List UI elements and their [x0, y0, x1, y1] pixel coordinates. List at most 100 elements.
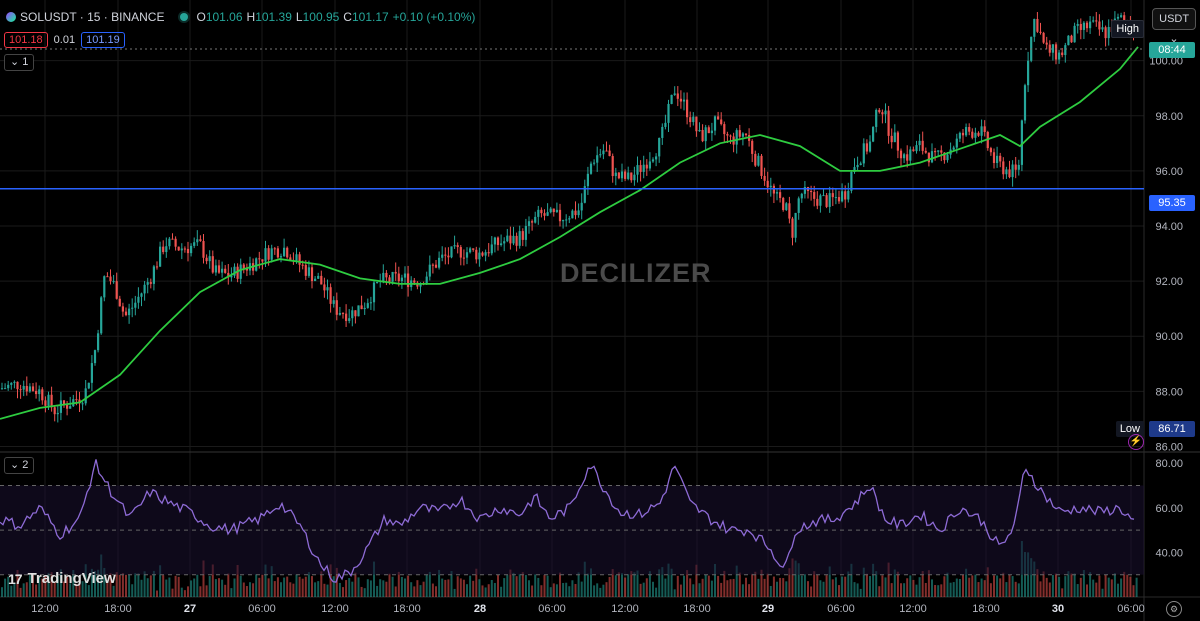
volume-bar: [81, 581, 84, 597]
volume-bar: [1129, 576, 1132, 597]
volume-bar: [627, 573, 630, 597]
candle-body: [952, 147, 955, 150]
volume-bar: [16, 569, 19, 597]
candle-body: [968, 127, 971, 132]
candle-body: [239, 264, 242, 279]
volume-bar: [118, 574, 121, 597]
lightning-icon[interactable]: ⚡: [1128, 434, 1144, 450]
candle-body: [903, 154, 906, 159]
candle-body: [357, 305, 360, 317]
chevron-down-icon: ⌄: [10, 56, 20, 68]
candle-body: [75, 399, 78, 401]
volume-bar: [745, 577, 747, 597]
chevron-down-icon: ⌄: [1169, 33, 1179, 45]
candle-body: [673, 93, 676, 95]
horizontal-line-label[interactable]: 95.35: [1149, 195, 1195, 211]
candle-body: [577, 210, 580, 216]
candle-body: [524, 226, 527, 240]
pane2-collapse-button[interactable]: ⌄ 2: [4, 457, 35, 474]
candle-body: [62, 400, 66, 405]
candle-body: [698, 129, 701, 132]
candle-body: [1027, 60, 1030, 86]
candle-body: [419, 283, 422, 287]
candle-body: [1085, 22, 1089, 29]
volume-bar: [286, 576, 289, 597]
volume-bar: [1117, 583, 1119, 597]
symbol-title[interactable]: SOLUSDT · 15 · BINANCE: [20, 10, 165, 24]
volume-bar: [506, 575, 509, 597]
candle-body: [893, 132, 896, 143]
currency-selector[interactable]: USDT ⌄: [1152, 8, 1196, 45]
candle-body: [59, 400, 62, 413]
time-tick-label: 18:00: [972, 603, 1000, 615]
candle-body: [332, 300, 335, 304]
candle-body: [447, 255, 450, 258]
candle-body: [465, 252, 469, 258]
volume-bar: [946, 572, 949, 597]
candle-body: [202, 241, 205, 258]
candle-body: [434, 264, 438, 268]
candle-body: [376, 282, 379, 284]
volume-bar: [335, 567, 338, 597]
buy-button[interactable]: 101.19: [81, 32, 125, 48]
volume-bar: [357, 577, 360, 597]
volume-bar: [354, 572, 357, 597]
volume-bar: [190, 580, 193, 597]
volume-bar: [1101, 588, 1104, 597]
market-status-icon[interactable]: [180, 13, 189, 21]
candle-body: [1002, 161, 1005, 175]
volume-bar: [676, 575, 679, 597]
volume-bar: [32, 573, 34, 597]
candle-body: [1120, 15, 1123, 17]
tradingview-logo[interactable]: 17 TradingView: [8, 570, 116, 587]
price-scale[interactable]: 100.00 98.00 96.00 94.00 92.00 90.00 88.00 86.0…: [1149, 56, 1183, 560]
volume-bar: [524, 575, 527, 597]
close-key: C: [343, 10, 352, 24]
candle-body: [283, 247, 286, 257]
volume-bar: [363, 588, 366, 597]
candlestick-series: [0, 11, 1138, 423]
volume-bar: [974, 574, 977, 597]
volume-bar: [1092, 579, 1095, 597]
volume-bar: [267, 578, 270, 597]
time-scale[interactable]: 12:00 18:00 27 06:00 12:00 18:00 28 06:00 12:00 1…: [31, 603, 1145, 615]
sell-button[interactable]: 101.18: [4, 32, 48, 48]
candle-body: [441, 254, 444, 258]
volume-bar: [927, 570, 930, 597]
time-tick-label: 29: [762, 603, 774, 615]
pane1-collapse-button[interactable]: ⌄ 1: [4, 54, 35, 71]
volume-bar: [388, 573, 391, 597]
volume-bar: [149, 575, 152, 597]
volume-bar: [1042, 571, 1045, 597]
volume-bar: [25, 582, 28, 597]
candle-body: [190, 245, 193, 254]
volume-bar: [332, 576, 335, 597]
candle-body: [407, 273, 410, 288]
candle-body: [298, 254, 301, 265]
candle-body: [242, 264, 245, 269]
candle-body: [1082, 22, 1085, 30]
volume-bar: [459, 578, 462, 597]
currency-label: USDT: [1159, 13, 1189, 25]
candle-body: [589, 163, 593, 174]
candle-body: [816, 198, 819, 206]
volume-bar: [921, 571, 924, 597]
candle-body: [896, 132, 899, 151]
candle-body: [307, 267, 310, 276]
high-value: 101.39: [255, 10, 292, 24]
volume-bar: [180, 587, 183, 597]
candle-body: [323, 284, 326, 291]
volume-bar: [84, 564, 87, 597]
candle-body: [1036, 18, 1039, 32]
candle-body: [558, 209, 562, 222]
candle-body: [326, 287, 329, 291]
volume-bar: [912, 579, 915, 597]
candle-body: [695, 116, 698, 132]
volume-bar: [90, 568, 93, 597]
volume-bar: [748, 584, 751, 597]
candle-body: [701, 129, 704, 142]
candle-body: [199, 239, 202, 242]
price-tick-label: 88.00: [1155, 386, 1183, 398]
settings-icon[interactable]: ⚙: [1166, 601, 1182, 617]
